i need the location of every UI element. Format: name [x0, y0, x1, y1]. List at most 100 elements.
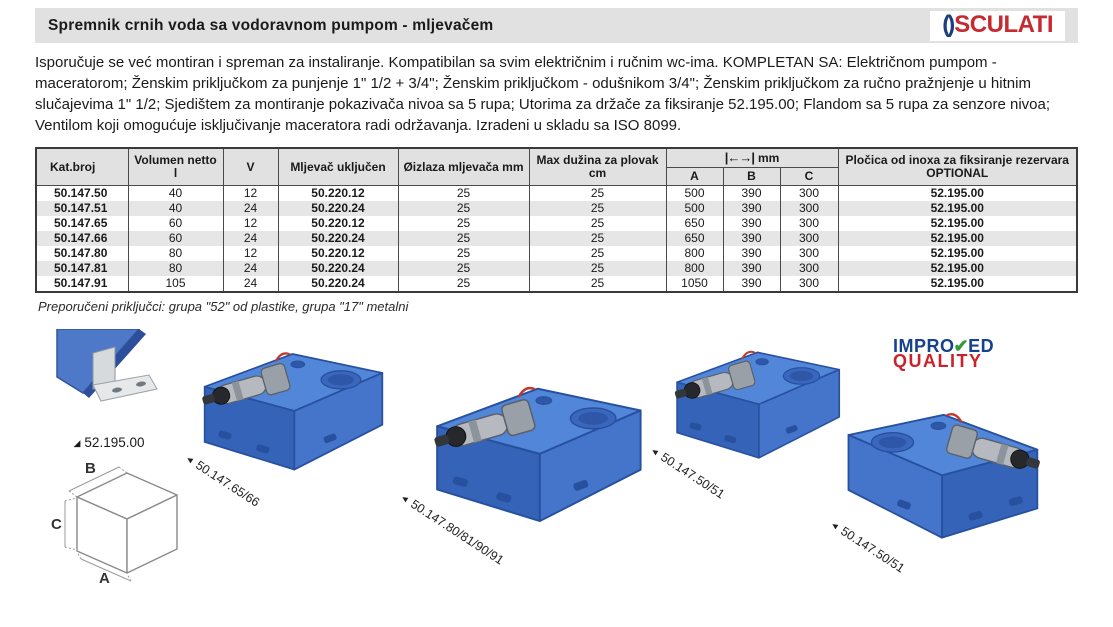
table-cell: 25 — [528, 216, 667, 231]
table-cell: 50.147.66 — [35, 231, 129, 246]
table-cell: 50.147.81 — [35, 261, 129, 276]
table-row: 50.147.91 105 24 50.220.24 25 25 1050 390 300 52.… — [35, 276, 1078, 292]
table-cell: 300 — [779, 185, 839, 201]
table-cell: 25 — [397, 231, 530, 246]
table-cell: 60 — [127, 231, 224, 246]
table-cell: 52.195.00 — [837, 185, 1078, 201]
column-header-a: A — [665, 167, 724, 186]
table-cell: 50.220.24 — [277, 276, 399, 292]
table-cell: 300 — [779, 246, 839, 261]
table-cell: 12 — [222, 185, 279, 201]
column-header-volumen: Volumen netto l — [127, 147, 224, 186]
table-cell: 50.220.24 — [277, 231, 399, 246]
tank-photo-65-66 — [170, 335, 398, 478]
osculati-logo-o-icon: () — [942, 10, 955, 38]
column-header-max-duzina: Max dužina za plovak cm — [528, 147, 667, 186]
title-bar: Spremnik crnih voda sa vodoravnom pumpom… — [35, 8, 1078, 43]
tank-photo-50-51 — [647, 335, 852, 466]
column-header-dimensions: |←→| mm — [665, 147, 839, 168]
table-cell: 24 — [222, 201, 279, 216]
product-description: Isporučuje se već montiran i spreman za … — [35, 54, 1051, 134]
improved-quality-badge: IMPRO✔ED QUALITY — [893, 336, 995, 371]
tank-photo-80-91 — [397, 367, 659, 530]
improved-text-post: ED — [968, 336, 995, 356]
table-cell: 12 — [222, 246, 279, 261]
bracket-part-number: 52.195.00 — [84, 435, 145, 450]
table-cell: 1050 — [665, 276, 724, 292]
tank-image — [397, 367, 659, 525]
table-cell: 50.220.24 — [277, 201, 399, 216]
table-cell: 25 — [528, 246, 667, 261]
diagram-label-c: C — [51, 516, 62, 533]
product-gallery: ◢ 52.195.00 — [35, 327, 1078, 597]
quality-label: QUALITY — [893, 351, 983, 371]
column-header-c: C — [779, 167, 839, 186]
page-title: Spremnik crnih voda sa vodoravnom pumpom… — [48, 16, 494, 34]
tank-image — [843, 383, 1063, 553]
column-header-plocica: Pločica od inoxa za fiksiranje rezervara… — [837, 147, 1078, 186]
footnote: Preporučeni priključci: grupa "52" od pl… — [38, 299, 409, 314]
table-row: 50.147.51 40 24 50.220.24 25 25 500 390 300 52.19… — [35, 201, 1078, 216]
osculati-logo: ()SCULATI — [930, 10, 1065, 41]
table-cell: 52.195.00 — [837, 201, 1078, 216]
column-header-v: V — [222, 147, 279, 186]
table-cell: 300 — [779, 216, 839, 231]
bracket-photo-image — [56, 328, 158, 402]
table-cell: 650 — [665, 216, 724, 231]
table-cell: 52.195.00 — [837, 276, 1078, 292]
dimension-diagram: B C A — [43, 451, 193, 594]
table-cell: 25 — [397, 261, 530, 276]
table-cell: 800 — [665, 261, 724, 276]
table-cell: 390 — [722, 185, 781, 201]
table-cell: 50.147.91 — [35, 276, 129, 292]
table-cell: 25 — [528, 201, 667, 216]
diagram-label-a: A — [99, 570, 110, 587]
table-cell: 60 — [127, 216, 224, 231]
table-cell: 25 — [397, 246, 530, 261]
diagram-label-b: B — [85, 460, 96, 477]
table-cell: 52.195.00 — [837, 246, 1078, 261]
table-cell: 500 — [665, 201, 724, 216]
table-cell: 24 — [222, 261, 279, 276]
table-cell: 50.220.12 — [277, 216, 399, 231]
table-row: 50.147.81 80 24 50.220.24 25 25 800 390 300 52.19… — [35, 261, 1078, 276]
table-cell: 25 — [397, 185, 530, 201]
improved-label: IMPRO✔ED — [893, 336, 995, 356]
table-row: 50.147.80 80 12 50.220.12 25 25 800 390 300 52.19… — [35, 246, 1078, 261]
catalog-table-head: Kat.broj Volumen netto l V Mljevač uklju… — [35, 147, 1078, 186]
table-cell: 300 — [779, 231, 839, 246]
table-cell: 390 — [722, 246, 781, 261]
bracket-photo: ◢ 52.195.00 — [53, 328, 165, 450]
catalog-page: Spremnik crnih voda sa vodoravnom pumpom… — [35, 8, 1078, 597]
table-cell: 50.220.12 — [277, 246, 399, 261]
table-row: 50.147.50 40 12 50.220.12 25 25 500 390 300 52.19… — [35, 185, 1078, 201]
osculati-logo-text: SCULATI — [954, 10, 1053, 38]
tank-photo-50-51-alt — [843, 383, 1063, 558]
table-cell: 800 — [665, 246, 724, 261]
table-cell: 25 — [397, 276, 530, 292]
table-cell: 25 — [397, 201, 530, 216]
column-header-kat-broj: Kat.broj — [35, 147, 129, 186]
table-cell: 300 — [779, 201, 839, 216]
table-cell: 390 — [722, 261, 781, 276]
checkmark-icon: ✔ — [953, 336, 970, 356]
dimension-diagram-image: B C A — [51, 460, 178, 587]
table-cell: 24 — [222, 276, 279, 292]
dimension-unit: mm — [757, 151, 780, 165]
table-cell: 50.147.80 — [35, 246, 129, 261]
table-cell: 300 — [779, 261, 839, 276]
table-cell: 50.147.65 — [35, 216, 129, 231]
table-cell: 25 — [528, 185, 667, 201]
table-cell: 25 — [528, 276, 667, 292]
table-cell: 40 — [127, 185, 224, 201]
table-cell: 80 — [127, 246, 224, 261]
table-cell: 390 — [722, 201, 781, 216]
table-cell: 52.195.00 — [837, 231, 1078, 246]
width-dimension-icon: |←→| — [724, 150, 755, 165]
pointer-icon: ◄ — [828, 518, 842, 532]
catalog-table-body: 50.147.50 40 12 50.220.12 25 25 500 390 300 52.19… — [35, 185, 1078, 292]
table-cell: 390 — [722, 231, 781, 246]
table-cell: 390 — [722, 216, 781, 231]
table-cell: 650 — [665, 231, 724, 246]
table-cell: 300 — [779, 276, 839, 292]
